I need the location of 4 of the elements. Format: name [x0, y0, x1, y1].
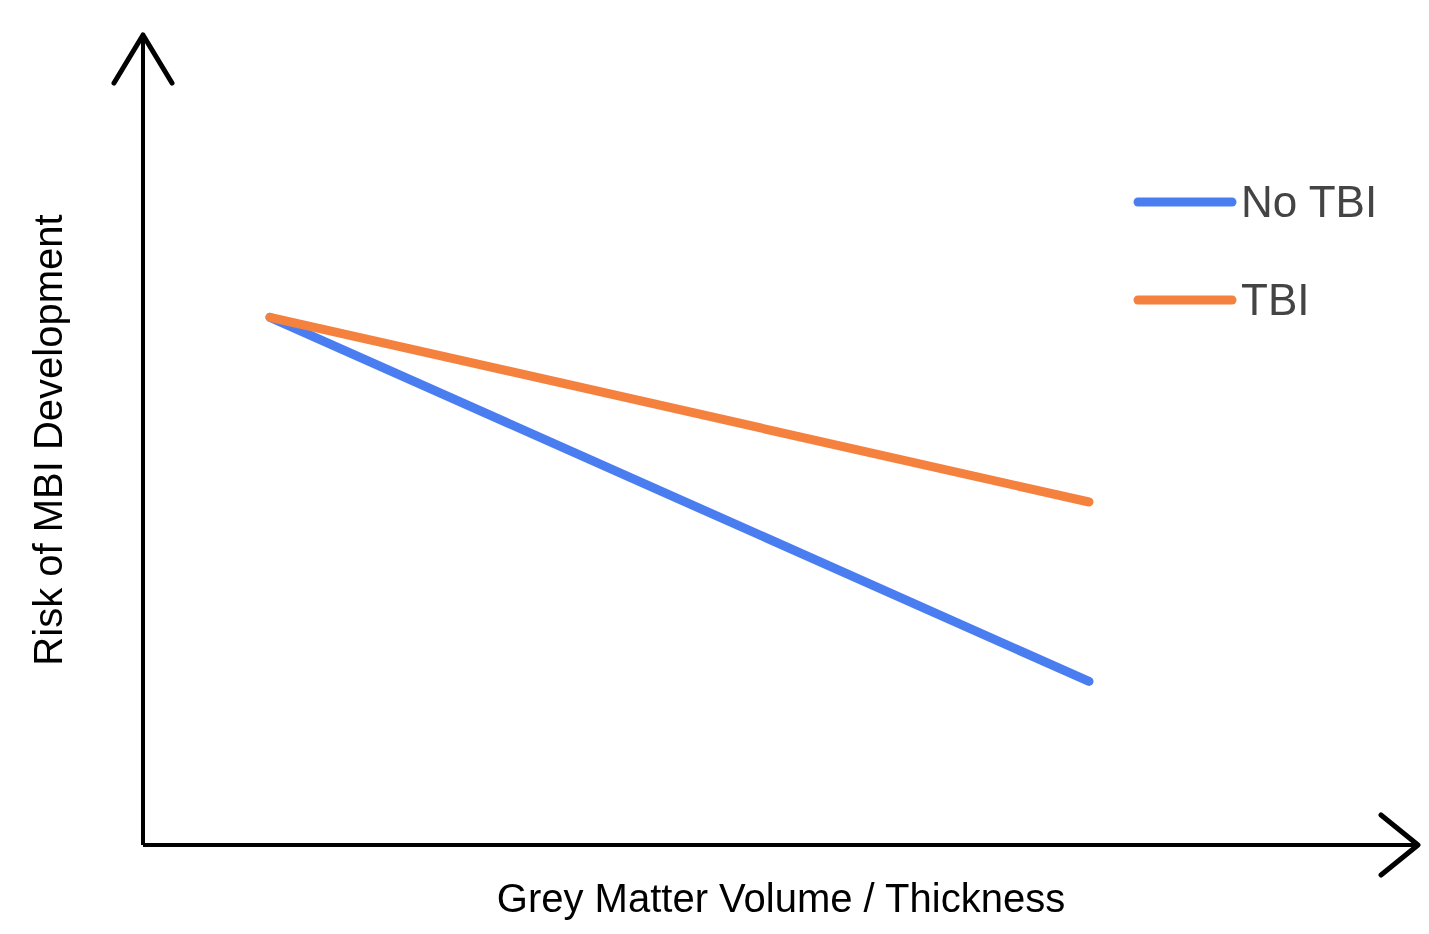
x-axis-title: Grey Matter Volume / Thickness — [496, 876, 1066, 920]
y-axis-title: Risk of MBI Development — [26, 214, 71, 666]
legend-label: TBI — [1241, 275, 1310, 325]
legend-label: No TBI — [1241, 177, 1378, 227]
